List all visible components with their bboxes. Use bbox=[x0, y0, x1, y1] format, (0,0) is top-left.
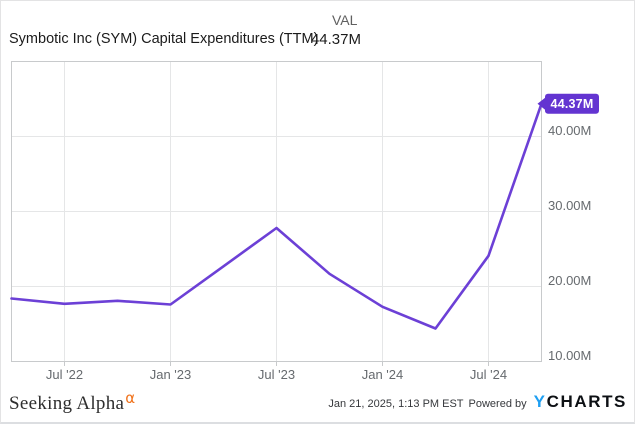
timestamp: Jan 21, 2025, 1:13 PM EST bbox=[328, 398, 464, 410]
seeking-alpha-wordmark: Seeking Alpha bbox=[9, 393, 125, 414]
ycharts-logo-charts: CHARTS bbox=[546, 392, 627, 411]
seeking-alpha-logo[interactable]: Seeking Alphaα bbox=[9, 389, 135, 415]
powered-by-label: Powered by bbox=[468, 398, 527, 410]
footer-bar: Seeking Alphaα Jan 21, 2025, 1:13 PM EST… bbox=[1, 387, 634, 421]
attribution: Jan 21, 2025, 1:13 PM EST Powered by YCH… bbox=[328, 392, 627, 412]
chart-title: Symbotic Inc (SYM) Capital Expenditures … bbox=[9, 31, 319, 47]
last-value-badge bbox=[545, 93, 599, 114]
series-line bbox=[10, 102, 543, 330]
last-value-badge-arrow bbox=[537, 96, 547, 112]
plot-border bbox=[11, 61, 542, 362]
alpha-icon: α bbox=[125, 389, 136, 407]
val-current-value: 44.37M bbox=[310, 31, 361, 48]
ycharts-logo-y: Y bbox=[533, 392, 547, 411]
val-column-header: VAL bbox=[332, 12, 358, 28]
last-value-badge-label: 44.37M bbox=[551, 97, 594, 111]
ycharts-logo[interactable]: YCHARTS bbox=[534, 392, 627, 412]
